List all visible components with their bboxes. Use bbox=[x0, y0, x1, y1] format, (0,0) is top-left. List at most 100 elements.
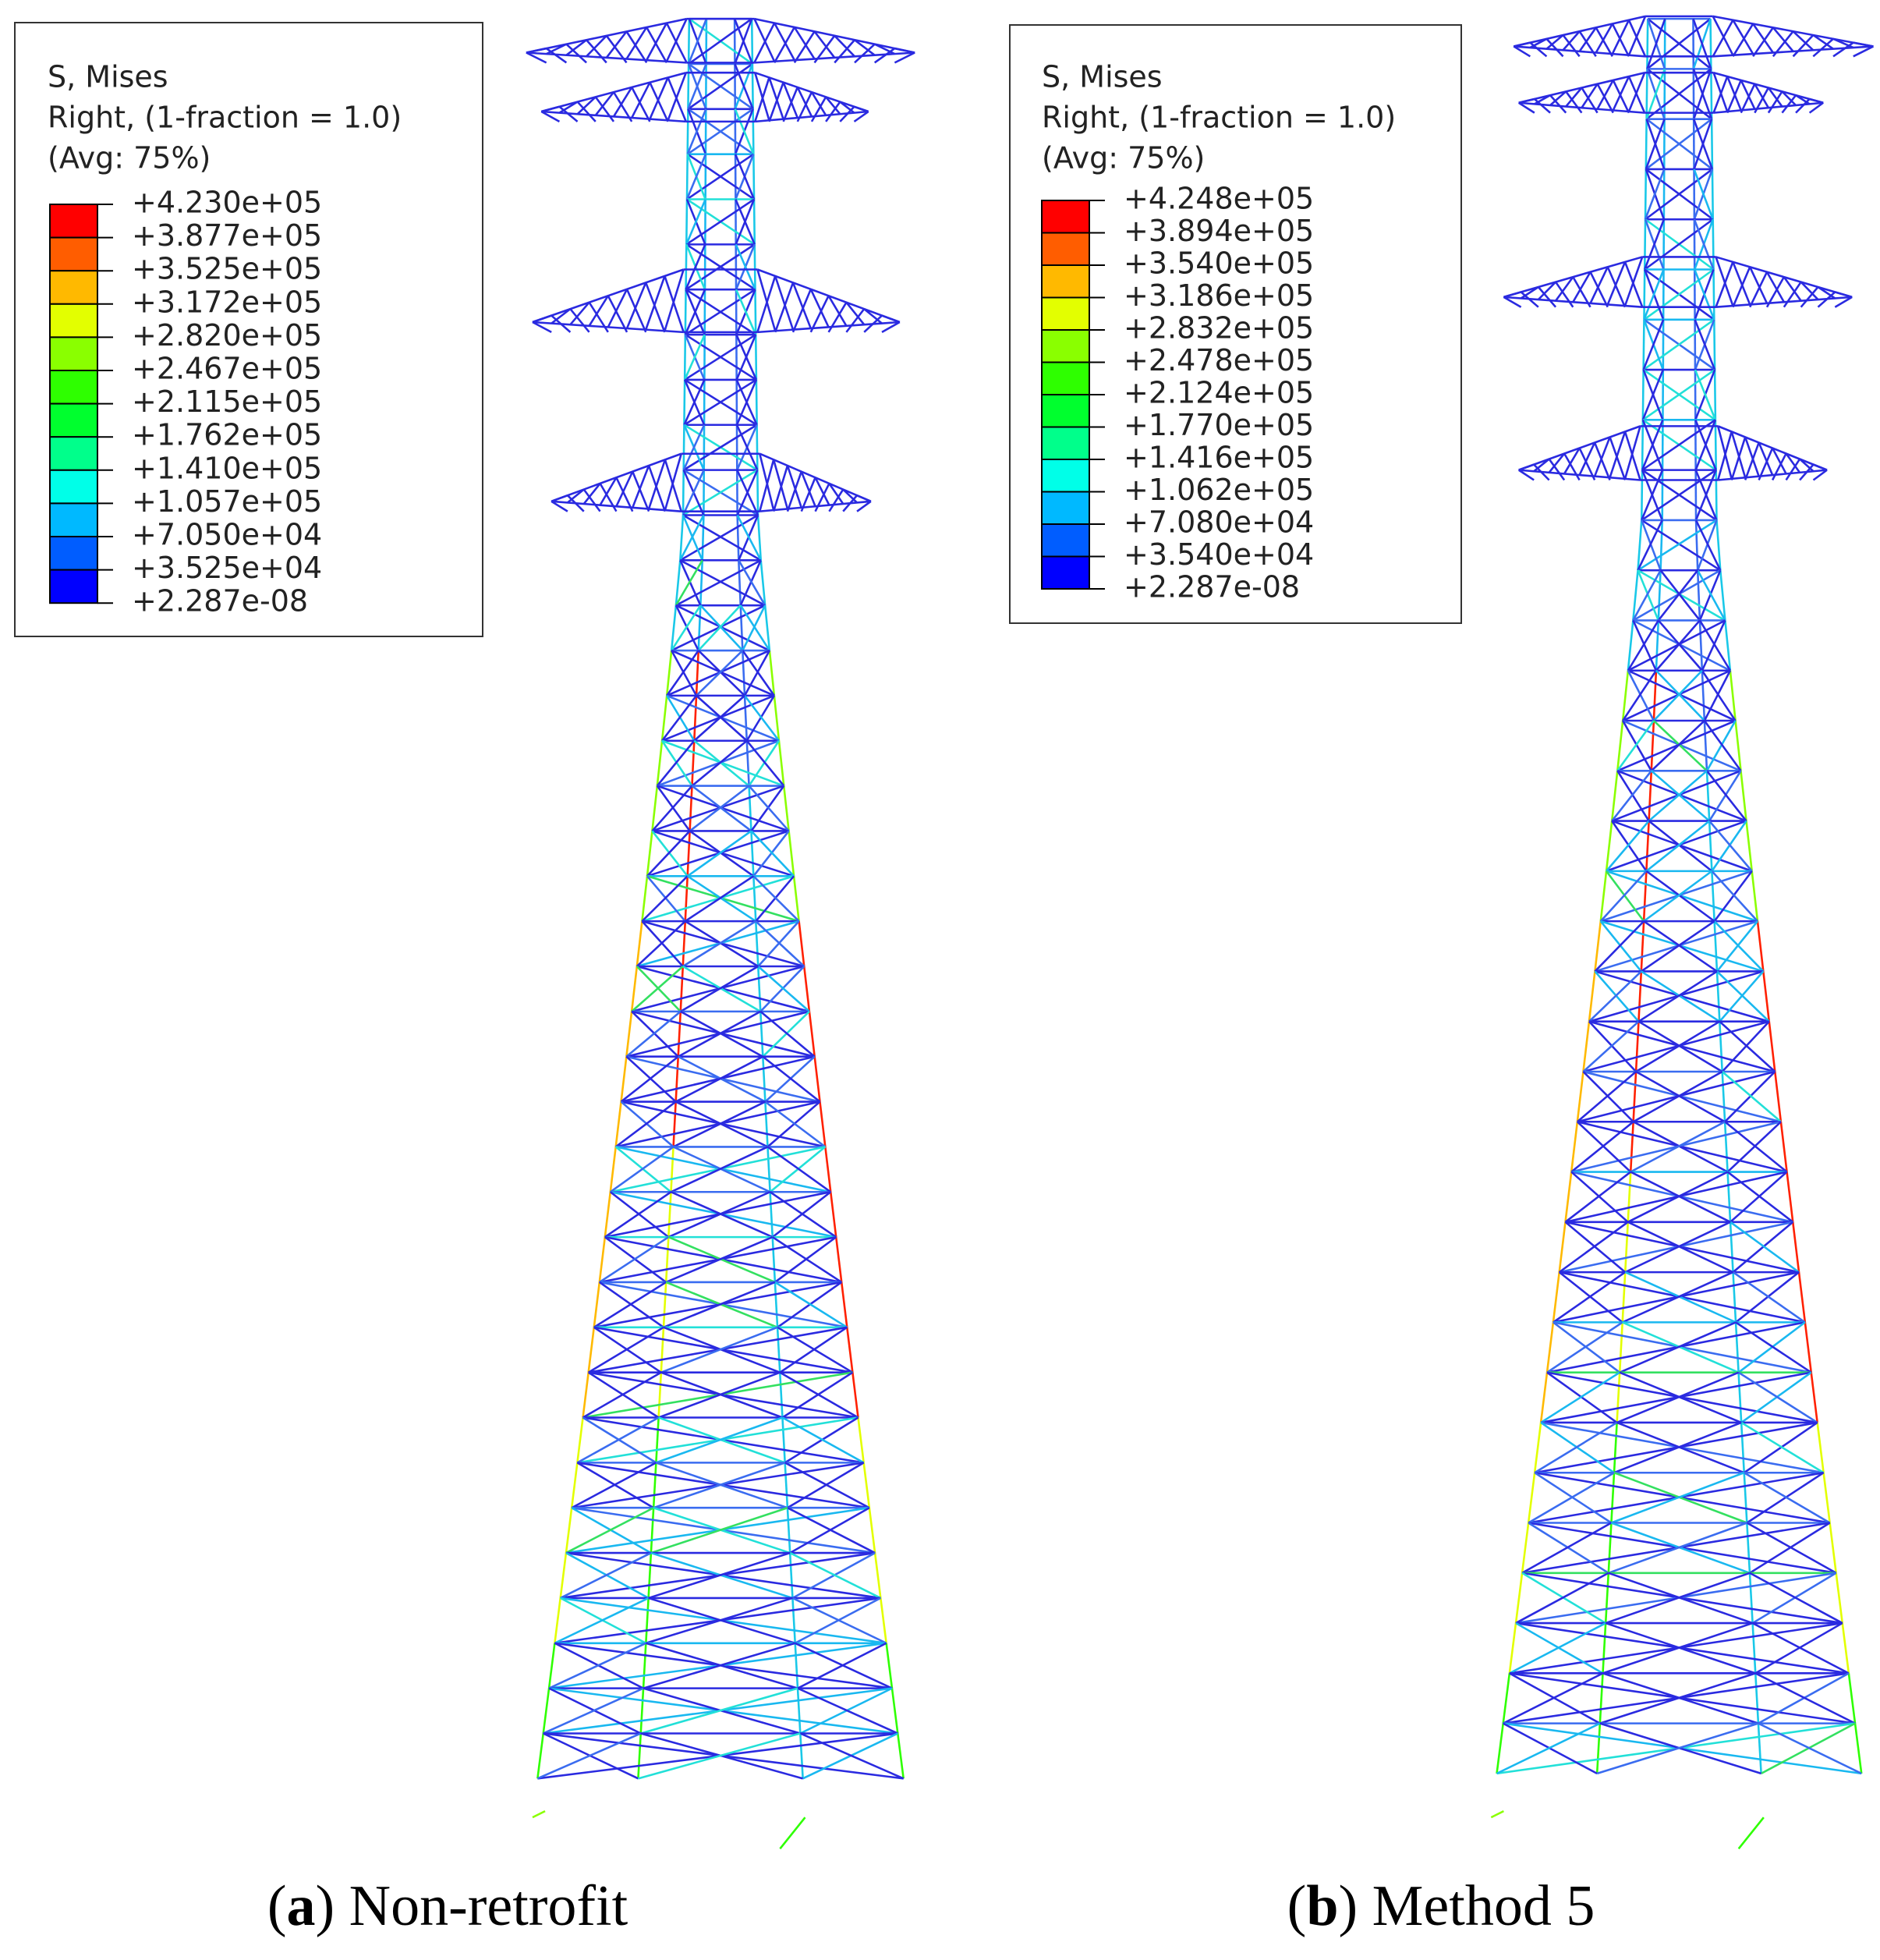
member bbox=[1515, 1572, 1609, 1625]
member bbox=[1751, 1622, 1757, 1674]
member bbox=[1562, 34, 1581, 58]
member bbox=[809, 289, 830, 328]
member bbox=[1659, 569, 1701, 622]
level-label: +4.248e+05 bbox=[1124, 182, 1314, 216]
member bbox=[795, 1642, 893, 1689]
member bbox=[693, 694, 745, 742]
member bbox=[625, 30, 648, 64]
member bbox=[1578, 30, 1597, 58]
color-band bbox=[1041, 200, 1090, 234]
member bbox=[630, 966, 639, 1012]
member bbox=[1758, 441, 1774, 476]
color-band bbox=[1041, 491, 1090, 525]
member bbox=[1804, 1322, 1813, 1373]
member bbox=[1650, 770, 1710, 822]
member bbox=[1633, 1070, 1723, 1123]
member bbox=[824, 1147, 832, 1193]
member bbox=[651, 830, 689, 877]
member bbox=[1756, 920, 1765, 972]
member bbox=[1613, 1422, 1618, 1473]
member bbox=[1594, 920, 1645, 973]
member bbox=[560, 1551, 652, 1600]
member bbox=[1751, 870, 1759, 922]
member bbox=[735, 243, 756, 290]
member bbox=[1641, 419, 1664, 471]
member bbox=[1637, 569, 1660, 621]
member bbox=[666, 695, 696, 742]
member bbox=[1599, 920, 1642, 973]
member bbox=[1703, 720, 1708, 771]
member bbox=[1637, 569, 1726, 622]
member bbox=[615, 471, 634, 507]
level-label: +3.894e+05 bbox=[1124, 214, 1314, 248]
member bbox=[655, 1416, 783, 1464]
member bbox=[1623, 1221, 1630, 1273]
member bbox=[792, 876, 800, 922]
member bbox=[1534, 97, 1551, 114]
member bbox=[670, 1146, 769, 1193]
member bbox=[1648, 820, 1713, 872]
member bbox=[615, 477, 634, 512]
member bbox=[1713, 319, 1716, 370]
member bbox=[779, 1816, 806, 1850]
member bbox=[1835, 1572, 1844, 1624]
member bbox=[782, 82, 798, 119]
member bbox=[1635, 1070, 1726, 1123]
member bbox=[1606, 261, 1627, 305]
member bbox=[743, 695, 749, 741]
member bbox=[682, 470, 705, 516]
member bbox=[675, 1101, 769, 1148]
member bbox=[1623, 431, 1641, 480]
member bbox=[689, 830, 755, 877]
member bbox=[1726, 1121, 1782, 1173]
member bbox=[1534, 1421, 1618, 1474]
color-band bbox=[1041, 555, 1090, 590]
member bbox=[784, 1462, 789, 1508]
member bbox=[680, 965, 759, 1012]
member bbox=[1594, 970, 1640, 1023]
member bbox=[594, 91, 615, 116]
member bbox=[1724, 620, 1732, 671]
member bbox=[1588, 971, 1596, 1022]
member bbox=[1641, 970, 1721, 1023]
member bbox=[756, 269, 777, 331]
member bbox=[733, 18, 754, 65]
member bbox=[682, 424, 685, 470]
member bbox=[1648, 770, 1708, 822]
member bbox=[856, 494, 872, 502]
member bbox=[588, 1326, 664, 1373]
member bbox=[1644, 168, 1648, 220]
member bbox=[756, 268, 901, 324]
member bbox=[1632, 1071, 1637, 1122]
member bbox=[1595, 23, 1613, 54]
level-label: +2.832e+05 bbox=[1124, 311, 1314, 346]
member bbox=[1518, 97, 1535, 105]
member bbox=[796, 1688, 802, 1734]
member bbox=[1624, 1221, 1731, 1274]
member bbox=[1596, 1722, 1759, 1775]
member bbox=[650, 1508, 655, 1554]
member bbox=[682, 965, 761, 1012]
level-label: +1.410e+05 bbox=[132, 451, 322, 485]
member bbox=[685, 875, 755, 923]
legends: S, Mises Right, (1-fraction = 1.0) (Avg: 7… bbox=[14, 22, 1595, 1938]
member bbox=[594, 96, 615, 122]
member bbox=[686, 108, 689, 154]
member bbox=[1719, 1020, 1776, 1072]
member bbox=[842, 488, 858, 504]
member bbox=[750, 830, 795, 877]
member bbox=[1619, 1371, 1742, 1424]
member bbox=[1622, 1271, 1734, 1324]
member bbox=[1693, 218, 1715, 270]
member bbox=[745, 739, 785, 787]
level-label: +3.540e+05 bbox=[1124, 246, 1314, 281]
member bbox=[649, 76, 669, 120]
level-label: +2.820e+05 bbox=[132, 318, 322, 353]
member bbox=[800, 471, 816, 507]
member bbox=[1577, 1071, 1637, 1123]
member bbox=[540, 110, 561, 123]
member bbox=[1749, 1572, 1843, 1625]
member bbox=[745, 740, 750, 786]
member bbox=[674, 560, 682, 606]
member bbox=[813, 1056, 821, 1102]
